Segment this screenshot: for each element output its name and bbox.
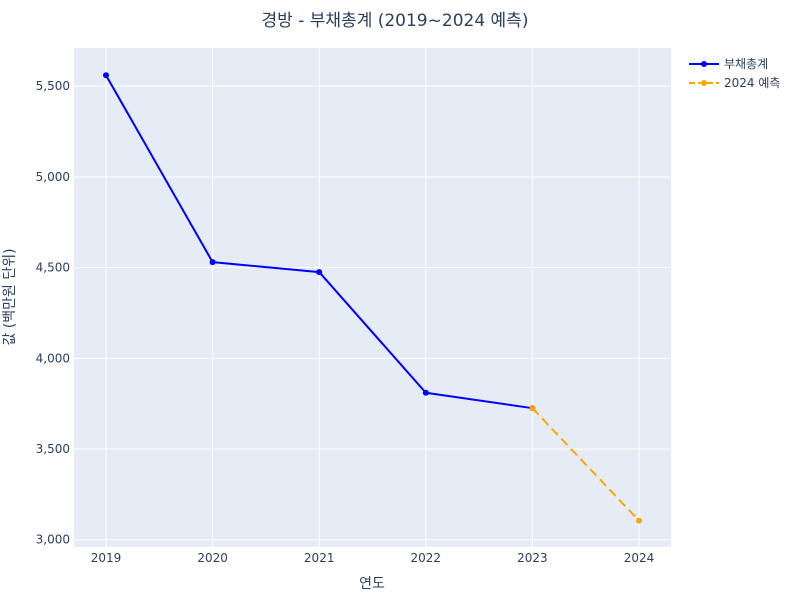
y-tick-label: 3,500 (36, 442, 70, 456)
tick-labels: 3,000 3,500 4,000 4,500 5,000 5,500 2019 2020 20… (36, 79, 655, 565)
y-tick-label: 3,000 (36, 533, 70, 547)
plot-area (74, 48, 671, 547)
series-layer (102, 72, 643, 524)
x-tick-label: 2024 (624, 551, 655, 565)
y-axis-title: 값 (백만원 단위) (2, 248, 18, 345)
y-tick-label: 4,000 (36, 351, 70, 365)
x-tick-label: 2019 (91, 551, 122, 565)
data-point (636, 517, 643, 524)
x-tick-label: 2022 (411, 551, 442, 565)
y-tick-label: 4,500 (36, 261, 70, 275)
data-point (209, 259, 216, 266)
legend: 부채총계 2024 예측 (689, 57, 780, 90)
x-tick-label: 2020 (197, 551, 228, 565)
data-point (529, 405, 536, 412)
legend-marker (701, 61, 707, 67)
legend-marker (701, 80, 707, 86)
x-tick-label: 2021 (304, 551, 335, 565)
x-axis-title: 연도 (359, 576, 385, 592)
legend-label: 2024 예측 (724, 76, 780, 90)
x-tick-label: 2023 (517, 551, 548, 565)
y-tick-label: 5,000 (36, 170, 70, 184)
grid-lines (74, 48, 671, 547)
data-point (316, 269, 323, 276)
chart-title: 경방 - 부채총계 (2019~2024 예측) (262, 11, 529, 31)
legend-label: 부채총계 (724, 57, 768, 71)
series-line-1 (531, 407, 640, 522)
y-tick-label: 5,500 (36, 79, 70, 93)
data-point (422, 389, 429, 396)
data-point (102, 72, 109, 79)
